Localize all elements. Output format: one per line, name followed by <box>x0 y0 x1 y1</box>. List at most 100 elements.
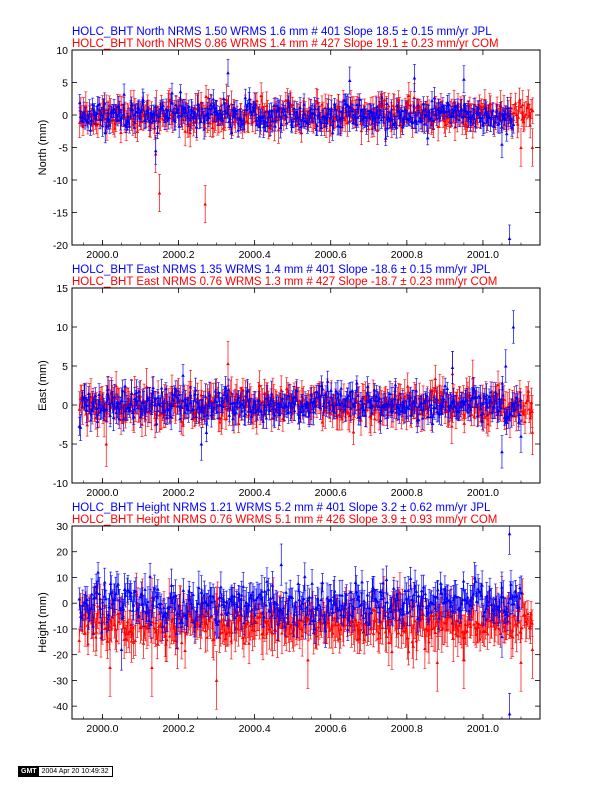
data-point <box>143 417 148 421</box>
data-point <box>273 124 277 128</box>
data-point <box>366 126 371 131</box>
y-tick-label: -5 <box>59 143 68 155</box>
data-point <box>220 111 224 116</box>
data-point <box>322 114 326 118</box>
data-point <box>283 109 287 113</box>
data-point <box>255 122 259 126</box>
data-point <box>461 114 466 118</box>
data-point <box>104 107 109 112</box>
data-point <box>478 118 483 123</box>
data-point <box>153 148 158 153</box>
data-point <box>472 107 476 111</box>
data-point <box>447 102 451 107</box>
data-point <box>181 423 185 427</box>
data-point <box>236 421 241 426</box>
data-point <box>288 111 292 115</box>
data-point <box>281 106 286 111</box>
data-point <box>489 116 494 121</box>
data-point <box>240 122 244 126</box>
data-point <box>221 96 226 101</box>
data-point <box>383 136 388 140</box>
data-point <box>464 111 469 115</box>
data-point <box>528 123 532 127</box>
data-point <box>451 107 455 111</box>
data-point <box>242 118 246 122</box>
data-point <box>214 109 219 113</box>
data-point <box>299 124 303 129</box>
data-point <box>136 105 141 109</box>
data-point <box>270 118 275 123</box>
data-point <box>491 124 496 128</box>
data-point <box>302 102 306 106</box>
data-point <box>177 124 181 128</box>
data-point <box>245 104 250 108</box>
data-point <box>80 115 85 119</box>
data-point <box>476 106 481 110</box>
x-tick-label: 2000.8 <box>391 249 423 261</box>
data-point <box>462 421 467 425</box>
data-point <box>393 120 397 124</box>
data-point <box>122 92 126 96</box>
data-point <box>513 101 518 105</box>
data-point <box>153 126 157 130</box>
data-point <box>203 202 207 206</box>
plot-area <box>77 310 535 469</box>
data-point <box>504 131 509 136</box>
plot-frame <box>71 49 541 246</box>
data-point <box>236 128 240 132</box>
data-point <box>243 95 248 100</box>
data-point <box>486 113 491 118</box>
data-point <box>161 103 165 107</box>
data-point <box>330 130 335 134</box>
data-point <box>198 119 203 123</box>
data-point <box>167 116 172 120</box>
data-point <box>351 430 356 434</box>
data-point <box>327 128 332 132</box>
data-point <box>121 112 126 116</box>
data-point <box>359 128 364 133</box>
data-point <box>157 191 162 195</box>
panel-title-jpl: HOLC_BHT North NRMS 1.50 WRMS 1.6 mm # 4… <box>72 26 492 38</box>
data-point <box>530 109 535 113</box>
data-point <box>170 91 174 95</box>
data-point <box>331 118 336 123</box>
data-point <box>312 106 317 110</box>
data-point <box>432 96 437 100</box>
data-point <box>134 410 138 414</box>
data-point <box>152 118 157 122</box>
data-point <box>253 102 258 106</box>
data-point <box>178 89 183 94</box>
data-point <box>176 107 180 111</box>
data-point <box>494 109 499 113</box>
data-point <box>346 410 351 414</box>
data-point <box>404 413 409 418</box>
data-point <box>108 123 112 127</box>
data-point <box>78 114 83 119</box>
data-point <box>207 106 212 110</box>
data-point <box>348 105 353 109</box>
data-point <box>140 422 144 426</box>
data-point <box>148 119 153 124</box>
data-point <box>186 104 191 108</box>
data-point <box>287 100 291 104</box>
data-point <box>265 123 270 128</box>
data-point <box>127 124 132 128</box>
data-point <box>155 112 159 117</box>
data-point <box>500 142 504 146</box>
data-point <box>503 111 508 115</box>
data-point <box>95 103 100 107</box>
data-point <box>183 129 187 133</box>
data-point <box>377 108 382 112</box>
y-tick-label: 5 <box>62 78 68 90</box>
data-point <box>425 113 429 117</box>
data-point <box>235 108 239 112</box>
data-point <box>218 420 222 424</box>
data-point <box>407 93 411 98</box>
data-point <box>510 125 514 129</box>
data-point <box>372 417 377 421</box>
data-point <box>408 110 412 115</box>
data-point <box>272 103 276 107</box>
data-point <box>296 121 301 125</box>
data-point <box>345 121 350 125</box>
